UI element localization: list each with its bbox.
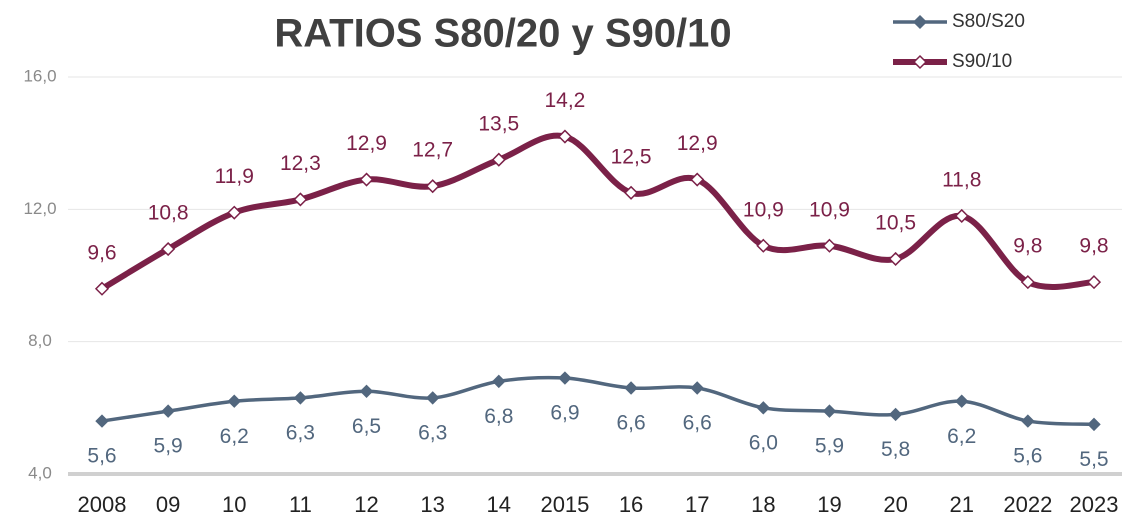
data-label: 12,3 — [280, 152, 321, 175]
x-tick-label: 19 — [817, 492, 841, 517]
data-label: 6,5 — [352, 415, 381, 438]
x-tick-label: 10 — [222, 492, 246, 517]
data-label: 6,6 — [616, 412, 645, 435]
point-marker — [227, 205, 242, 220]
data-label: 10,8 — [148, 202, 189, 225]
point-marker — [161, 404, 175, 418]
x-tick-label: 11 — [289, 492, 312, 517]
point-marker — [558, 371, 572, 385]
point-marker — [227, 394, 241, 408]
data-label: 5,5 — [1079, 448, 1108, 471]
point-marker — [425, 391, 440, 405]
point-marker — [491, 152, 506, 167]
data-label: 10,5 — [875, 212, 916, 235]
y-tick-label: 8,0 — [28, 331, 52, 350]
point-marker — [690, 172, 705, 187]
point-marker — [161, 241, 176, 257]
x-tick-label: 21 — [949, 492, 973, 517]
data-label: 6,9 — [550, 402, 579, 425]
point-marker — [888, 407, 903, 422]
y-tick-label: 12,0 — [23, 199, 56, 218]
point-marker — [822, 404, 837, 418]
data-label: 6,6 — [683, 412, 712, 435]
point-marker — [557, 129, 572, 144]
x-tick-label: 2015 — [540, 492, 589, 517]
data-label: 11,9 — [215, 165, 254, 188]
data-label: 6,3 — [286, 421, 315, 444]
legend-label: S80/S20 — [952, 11, 1025, 32]
point-marker — [955, 394, 969, 408]
data-label: 14,2 — [544, 89, 585, 112]
series-line — [101, 375, 1095, 427]
x-tick-label: 20 — [883, 492, 907, 517]
legend-marker — [912, 54, 928, 70]
series-line — [100, 132, 1095, 292]
x-tick-label: 17 — [685, 492, 709, 517]
data-label: 12,7 — [412, 139, 453, 162]
point-marker — [624, 185, 639, 200]
legend-label: S90/10 — [952, 51, 1012, 72]
point-marker — [425, 179, 440, 194]
data-label: 6,0 — [749, 431, 778, 454]
data-label: 9,8 — [1013, 235, 1042, 258]
data-label: 11,8 — [942, 168, 981, 191]
point-marker — [1087, 417, 1101, 432]
data-label: 10,9 — [743, 198, 784, 221]
data-label: 12,9 — [346, 132, 387, 155]
data-label: 9,8 — [1079, 235, 1108, 258]
data-label: 5,6 — [1013, 445, 1042, 468]
data-label: 6,2 — [220, 425, 249, 448]
data-label: 12,5 — [611, 145, 652, 168]
data-label: 5,9 — [154, 435, 183, 458]
x-tick-label: 2008 — [78, 492, 127, 517]
point-marker — [1086, 275, 1102, 290]
point-marker — [756, 238, 771, 253]
data-label: 6,3 — [418, 421, 447, 444]
x-tick-label: 13 — [420, 492, 444, 517]
data-label: 6,2 — [947, 425, 976, 448]
data-label: 5,9 — [815, 435, 844, 458]
data-label: 5,8 — [881, 438, 910, 461]
point-marker — [1020, 275, 1035, 290]
point-marker — [954, 208, 969, 224]
point-marker — [293, 192, 308, 207]
x-tick-label: 12 — [354, 492, 378, 517]
point-marker — [690, 381, 704, 395]
data-label: 5,6 — [87, 445, 116, 468]
point-marker — [293, 391, 308, 405]
legend-marker — [912, 14, 928, 30]
point-marker — [624, 381, 638, 395]
point-marker — [492, 374, 506, 389]
data-label: 6,8 — [484, 405, 513, 428]
point-marker — [95, 414, 109, 428]
point-marker — [94, 281, 110, 296]
point-marker — [359, 172, 374, 187]
point-marker — [1021, 414, 1035, 428]
chart-title: RATIOS S80/20 y S90/10 — [274, 12, 731, 56]
point-marker — [756, 401, 771, 415]
point-marker — [822, 238, 837, 253]
x-tick-label: 14 — [487, 492, 511, 517]
x-tick-label: 16 — [619, 492, 643, 517]
data-label: 9,6 — [87, 241, 116, 264]
data-label: 12,9 — [677, 132, 718, 155]
y-tick-label: 4,0 — [28, 463, 52, 482]
data-label: 10,9 — [809, 198, 850, 221]
point-marker — [888, 251, 903, 267]
x-tick-label: 2022 — [1003, 492, 1052, 517]
y-tick-label: 16,0 — [23, 66, 56, 85]
x-tick-label: 09 — [156, 492, 180, 517]
point-marker — [359, 384, 374, 398]
x-tick-label: 18 — [751, 492, 775, 517]
x-tick-label: 2023 — [1070, 492, 1119, 517]
data-label: 13,5 — [478, 112, 519, 135]
